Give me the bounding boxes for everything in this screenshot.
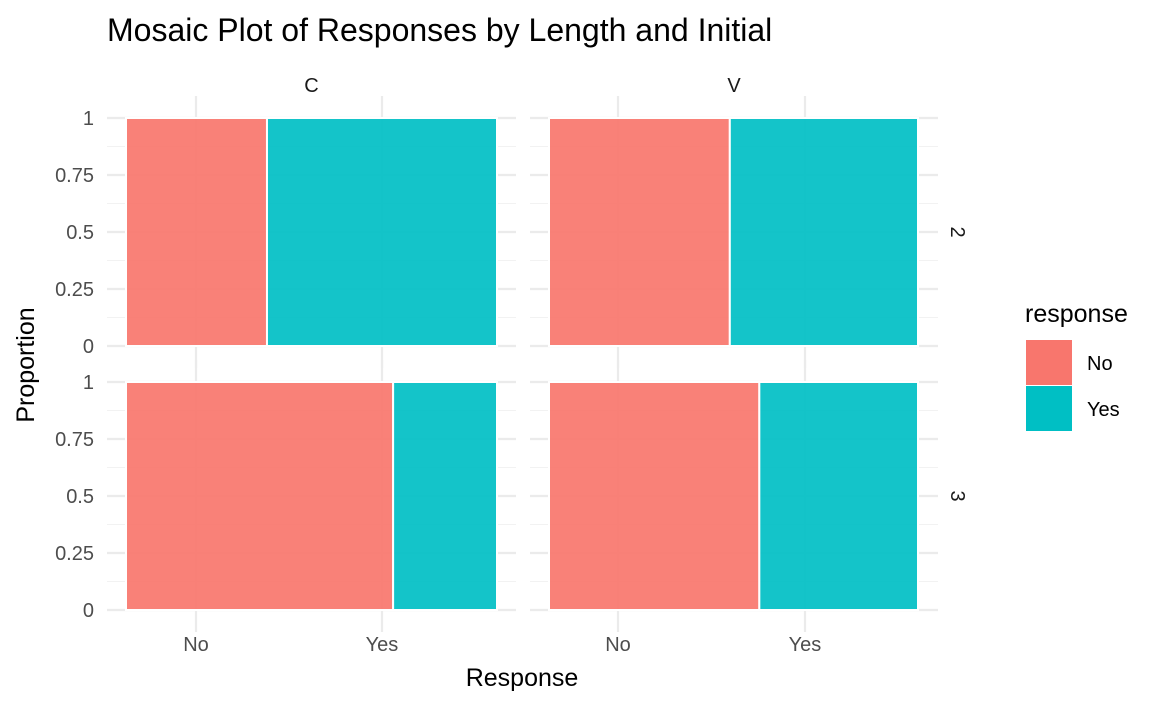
y-tick-label: 0.25 bbox=[55, 543, 94, 565]
bar-no-V-2 bbox=[548, 117, 731, 347]
legend-swatch-yes bbox=[1026, 386, 1072, 431]
x-tick-label: Yes bbox=[789, 634, 822, 656]
facet-row-label: 3 bbox=[946, 490, 968, 501]
y-axis-title: Proportion bbox=[12, 307, 40, 422]
y-tick-label: 0 bbox=[83, 600, 94, 622]
label-layer: Mosaic Plot of Responses by Length and I… bbox=[12, 12, 968, 692]
facet-column-label: C bbox=[304, 75, 318, 97]
x-tick-label: No bbox=[183, 634, 209, 656]
y-tick-label: 0.75 bbox=[55, 165, 94, 187]
y-tick-label: 1 bbox=[83, 108, 94, 130]
legend-title: response bbox=[1025, 300, 1128, 328]
x-tick-label: Yes bbox=[366, 634, 399, 656]
bar-yes-V-3 bbox=[758, 381, 920, 611]
y-tick-label: 0.75 bbox=[55, 429, 94, 451]
legend-swatch-no bbox=[1026, 340, 1072, 385]
bar-yes-V-2 bbox=[728, 117, 919, 347]
bar-yes-C-3 bbox=[392, 381, 498, 611]
legend-label-no: No bbox=[1087, 353, 1113, 375]
y-tick-label: 0 bbox=[83, 336, 94, 358]
chart-title: Mosaic Plot of Responses by Length and I… bbox=[107, 12, 772, 48]
x-tick-label: No bbox=[605, 634, 631, 656]
legend-label-yes: Yes bbox=[1087, 399, 1120, 421]
facet-column-label: V bbox=[727, 75, 741, 97]
y-tick-label: 0.25 bbox=[55, 279, 94, 301]
bar-layer bbox=[125, 117, 920, 611]
x-axis-title: Response bbox=[466, 664, 579, 692]
y-tick-label: 0.5 bbox=[66, 222, 94, 244]
bar-no-C-2 bbox=[125, 117, 268, 347]
facet-row-label: 2 bbox=[946, 226, 968, 237]
bar-no-V-3 bbox=[548, 381, 761, 611]
bar-yes-C-2 bbox=[265, 117, 499, 347]
bar-no-C-3 bbox=[125, 381, 395, 611]
y-tick-label: 1 bbox=[83, 372, 94, 394]
legend: response No Yes bbox=[1025, 300, 1128, 431]
y-tick-label: 0.5 bbox=[66, 486, 94, 508]
